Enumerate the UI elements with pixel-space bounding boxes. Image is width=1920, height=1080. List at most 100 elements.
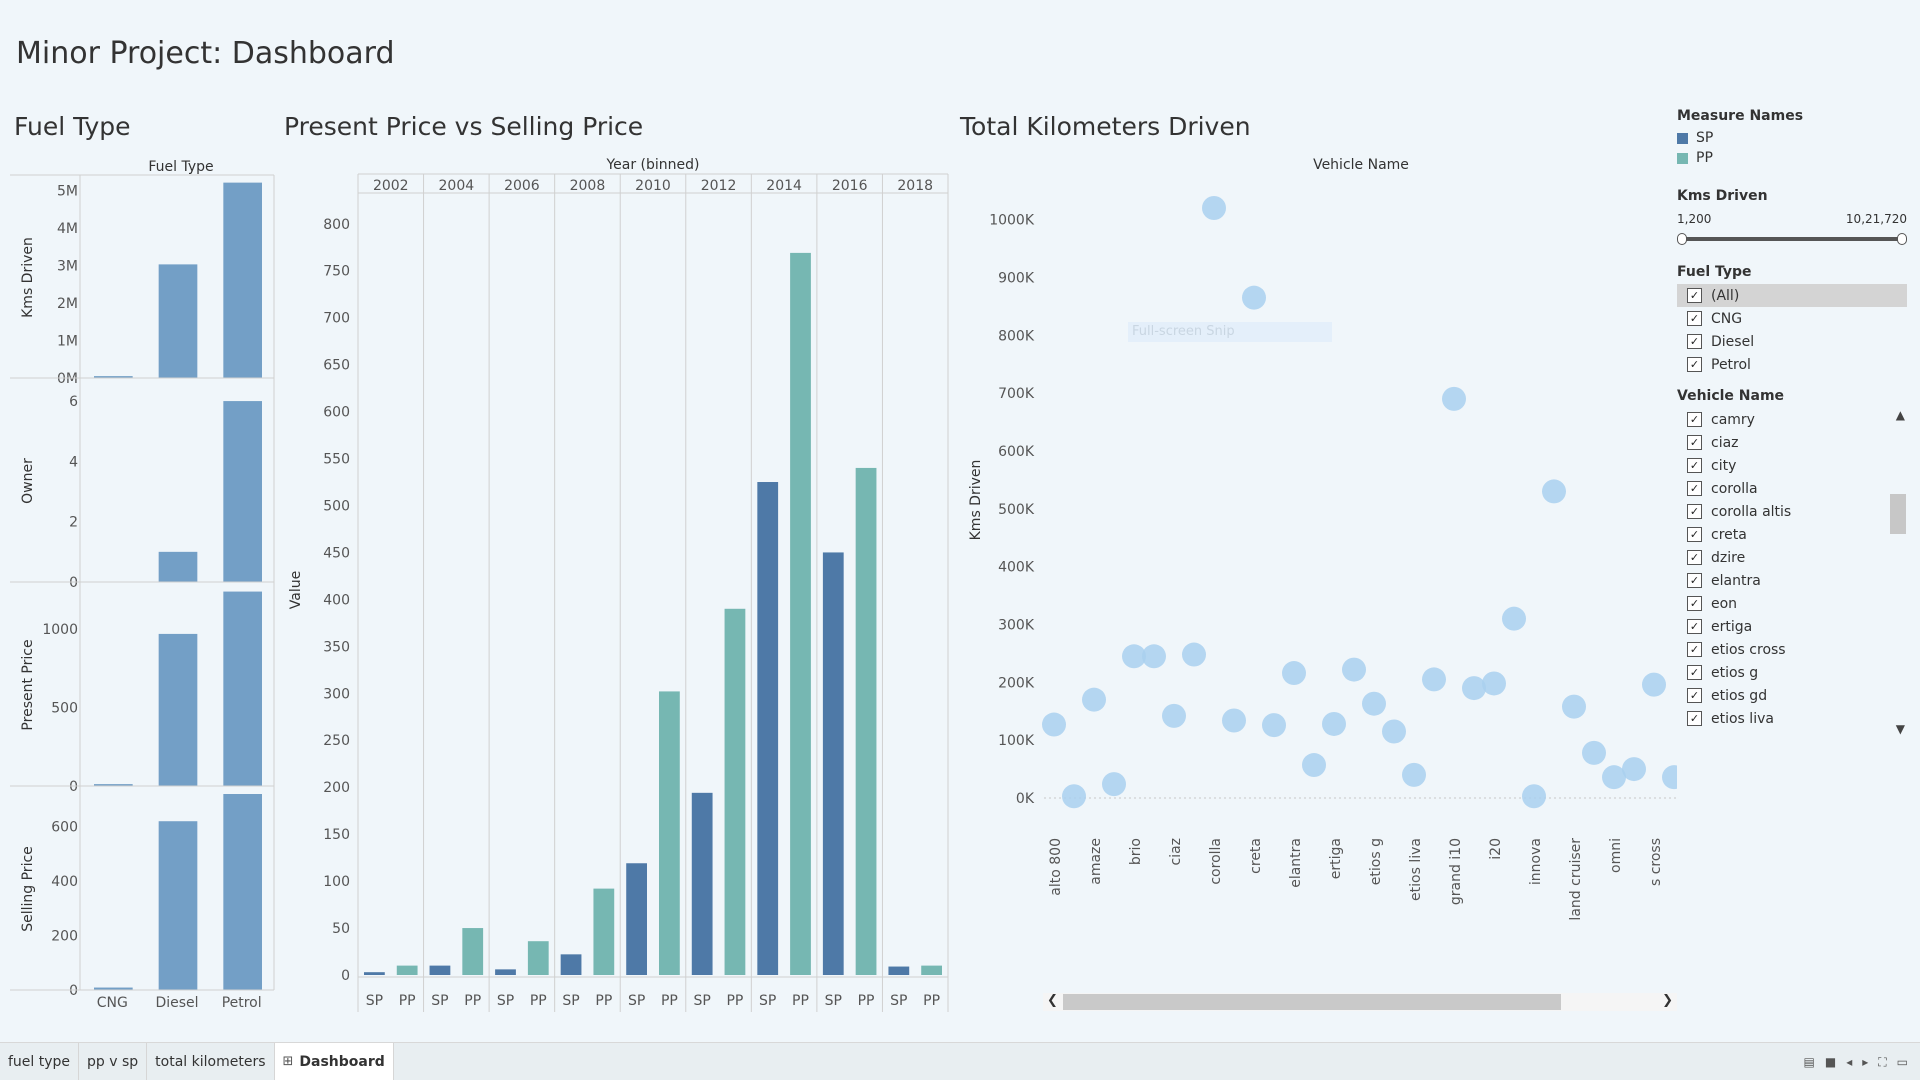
price-bar[interactable] bbox=[724, 608, 746, 975]
vehicle-list-scrollbar[interactable]: ▲ ▼ bbox=[1889, 408, 1907, 736]
fuel-bar[interactable] bbox=[94, 376, 133, 378]
kms-point[interactable] bbox=[1662, 765, 1677, 790]
legend-item[interactable]: PP bbox=[1677, 148, 1907, 168]
kms-point[interactable] bbox=[1522, 784, 1546, 809]
filter-option[interactable]: ✓ dzire bbox=[1677, 546, 1907, 569]
price-bar[interactable] bbox=[429, 965, 451, 975]
vehicle-list-scroll-thumb[interactable] bbox=[1890, 494, 1906, 534]
presentation-icon[interactable]: ▭ bbox=[1896, 1055, 1908, 1069]
price-bar[interactable] bbox=[495, 969, 516, 975]
price-bar[interactable] bbox=[560, 954, 582, 975]
scroll-thumb[interactable] bbox=[1063, 994, 1561, 1010]
fuel-bar[interactable] bbox=[223, 794, 262, 990]
checkbox-checked-icon[interactable]: ✓ bbox=[1687, 665, 1702, 680]
price-bar[interactable] bbox=[364, 972, 385, 975]
kms-point[interactable] bbox=[1542, 479, 1566, 504]
filter-option[interactable]: ✓ ciaz bbox=[1677, 431, 1907, 454]
fuel-bar[interactable] bbox=[158, 633, 198, 786]
kms-point[interactable] bbox=[1582, 740, 1606, 765]
kms-point[interactable] bbox=[1142, 644, 1166, 669]
price-bar[interactable] bbox=[462, 928, 484, 975]
checkbox-checked-icon[interactable]: ✓ bbox=[1687, 550, 1702, 565]
kms-point[interactable] bbox=[1162, 703, 1186, 728]
kms-point[interactable] bbox=[1102, 772, 1126, 797]
fuel-bar[interactable] bbox=[158, 821, 198, 990]
kms-point[interactable] bbox=[1062, 784, 1086, 809]
kms-point[interactable] bbox=[1182, 642, 1206, 667]
fuel-bar[interactable] bbox=[158, 551, 198, 582]
kms-point[interactable] bbox=[1222, 708, 1246, 733]
kms-point[interactable] bbox=[1202, 196, 1226, 220]
checkbox-checked-icon[interactable]: ✓ bbox=[1687, 596, 1702, 611]
kms-point[interactable] bbox=[1502, 606, 1526, 631]
kms-point[interactable] bbox=[1462, 676, 1486, 701]
price-bar[interactable] bbox=[527, 941, 549, 975]
checkbox-checked-icon[interactable]: ✓ bbox=[1687, 504, 1702, 519]
filmstrip-icon[interactable]: ▤ bbox=[1803, 1055, 1815, 1069]
fuel-bar[interactable] bbox=[94, 987, 133, 990]
fuel-bar[interactable] bbox=[223, 182, 262, 378]
kms-point[interactable] bbox=[1422, 667, 1446, 692]
kms-point[interactable] bbox=[1282, 661, 1306, 686]
price-bar[interactable] bbox=[593, 888, 615, 975]
filter-option[interactable]: ✓ eon bbox=[1677, 592, 1907, 615]
checkbox-checked-icon[interactable]: ✓ bbox=[1687, 435, 1702, 450]
price-bar[interactable] bbox=[888, 966, 910, 975]
price-bar[interactable] bbox=[659, 691, 680, 975]
filter-option[interactable]: ✓ Petrol bbox=[1677, 353, 1907, 376]
slider-min-handle[interactable] bbox=[1677, 233, 1687, 245]
checkbox-checked-icon[interactable]: ✓ bbox=[1687, 711, 1702, 726]
vehicle-name-list[interactable]: ✓ camry ✓ ciaz ✓ city ✓ corolla ✓ corolla altis ✓ c… bbox=[1677, 408, 1907, 736]
checkbox-checked-icon[interactable]: ✓ bbox=[1687, 481, 1702, 496]
kms-point[interactable] bbox=[1082, 687, 1106, 712]
previous-sheet-icon[interactable]: ◂ bbox=[1846, 1055, 1853, 1069]
checkbox-checked-icon[interactable]: ✓ bbox=[1687, 527, 1702, 542]
filter-option[interactable]: ✓ elantra bbox=[1677, 569, 1907, 592]
price-bar[interactable] bbox=[822, 552, 844, 975]
kms-point[interactable] bbox=[1342, 657, 1366, 682]
price-bar[interactable] bbox=[691, 792, 713, 975]
checkbox-checked-icon[interactable]: ✓ bbox=[1687, 288, 1702, 303]
price-bar[interactable] bbox=[757, 482, 779, 975]
scroll-left-icon[interactable]: ❮ bbox=[1047, 993, 1058, 1008]
tab-dashboard[interactable]: ⊞ Dashboard bbox=[274, 1043, 394, 1080]
scroll-up-icon[interactable]: ▲ bbox=[1895, 408, 1905, 422]
tab-fuel-type[interactable]: fuel type bbox=[0, 1043, 80, 1080]
checkbox-checked-icon[interactable]: ✓ bbox=[1687, 412, 1702, 427]
checkbox-checked-icon[interactable]: ✓ bbox=[1687, 573, 1702, 588]
kms-point[interactable] bbox=[1322, 711, 1346, 736]
filter-option[interactable]: ✓ camry bbox=[1677, 408, 1907, 431]
kms-point[interactable] bbox=[1482, 671, 1506, 696]
fuel-bar[interactable] bbox=[158, 264, 198, 378]
checkbox-checked-icon[interactable]: ✓ bbox=[1687, 642, 1702, 657]
filter-option[interactable]: ✓ etios g bbox=[1677, 661, 1907, 684]
kms-point[interactable] bbox=[1622, 757, 1646, 782]
checkbox-checked-icon[interactable]: ✓ bbox=[1687, 357, 1702, 372]
slider-max-handle[interactable] bbox=[1897, 233, 1907, 245]
tab-pp-v-sp[interactable]: pp v sp bbox=[79, 1043, 148, 1080]
kms-point[interactable] bbox=[1302, 753, 1326, 778]
horizontal-scrollbar[interactable]: ❮ ❯ bbox=[1043, 993, 1677, 1011]
kms-point[interactable] bbox=[1362, 691, 1386, 716]
kms-point[interactable] bbox=[1042, 712, 1066, 737]
kms-point[interactable] bbox=[1642, 672, 1666, 697]
price-bar[interactable] bbox=[396, 965, 418, 975]
next-sheet-icon[interactable]: ▸ bbox=[1862, 1055, 1869, 1069]
checkbox-checked-icon[interactable]: ✓ bbox=[1687, 311, 1702, 326]
kms-point[interactable] bbox=[1602, 765, 1626, 790]
filter-option[interactable]: ✓ corolla bbox=[1677, 477, 1907, 500]
kms-point[interactable] bbox=[1402, 762, 1426, 787]
filter-option[interactable]: ✓ CNG bbox=[1677, 307, 1907, 330]
kms-point[interactable] bbox=[1122, 644, 1146, 669]
tabs-icon[interactable]: ■ bbox=[1824, 1055, 1837, 1069]
price-bar[interactable] bbox=[921, 965, 942, 975]
checkbox-checked-icon[interactable]: ✓ bbox=[1687, 334, 1702, 349]
legend-item[interactable]: SP bbox=[1677, 128, 1907, 148]
fuel-bar[interactable] bbox=[94, 784, 133, 786]
kms-point[interactable] bbox=[1442, 386, 1466, 411]
filter-option[interactable]: ✓ etios cross bbox=[1677, 638, 1907, 661]
filter-option[interactable]: ✓ city bbox=[1677, 454, 1907, 477]
filter-option[interactable]: ✓ ertiga bbox=[1677, 615, 1907, 638]
kms-point[interactable] bbox=[1262, 713, 1286, 738]
checkbox-checked-icon[interactable]: ✓ bbox=[1687, 619, 1702, 634]
